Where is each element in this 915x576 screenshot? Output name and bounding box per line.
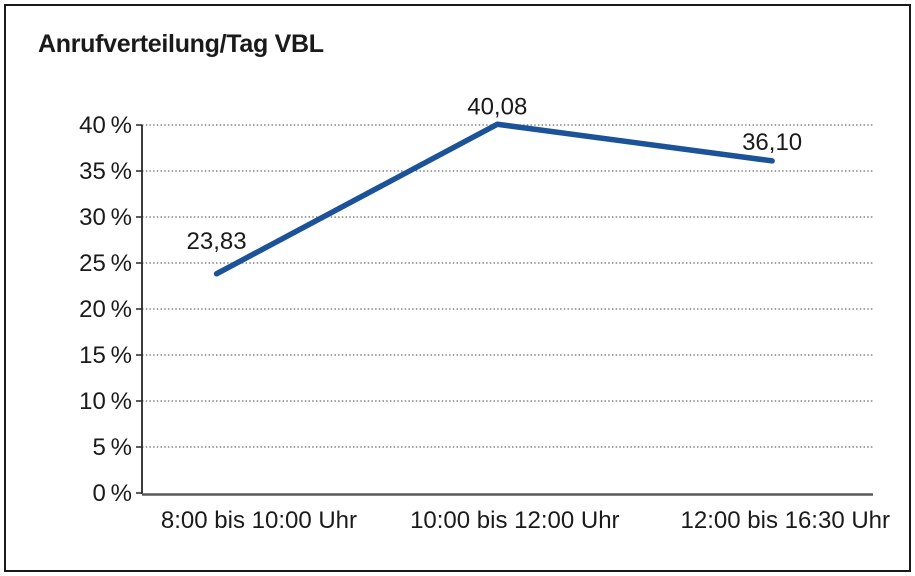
y-axis-tick-label: 35 % [79,158,132,185]
data-point-label: 40,08 [467,93,527,120]
y-axis-tick-label: 30 % [79,204,132,231]
data-line [213,121,775,277]
x-axis-category-label: 10:00 bis 12:00 Uhr [410,507,619,534]
x-axis-category-label: 8:00 bis 10:00 Uhr [161,507,357,534]
chart-frame [4,4,911,572]
data-point-label: 23,83 [187,228,247,255]
y-axis-tick-label: 15 % [79,342,132,369]
y-axis-tick-label: 40 % [79,112,132,139]
chart-title: Anrufverteilung/Tag VBL [38,30,324,58]
y-axis-tick-label: 5 % [93,434,133,461]
data-point-label: 36,10 [742,129,802,156]
y-axis-tick-label: 25 % [79,250,132,277]
y-axis-tick-label: 10 % [79,388,132,415]
y-axis-tick-label: 0 % [93,480,133,507]
y-axis-tick-label: 20 % [79,296,132,323]
x-axis-category-label: 12:00 bis 16:30 Uhr [681,507,890,534]
